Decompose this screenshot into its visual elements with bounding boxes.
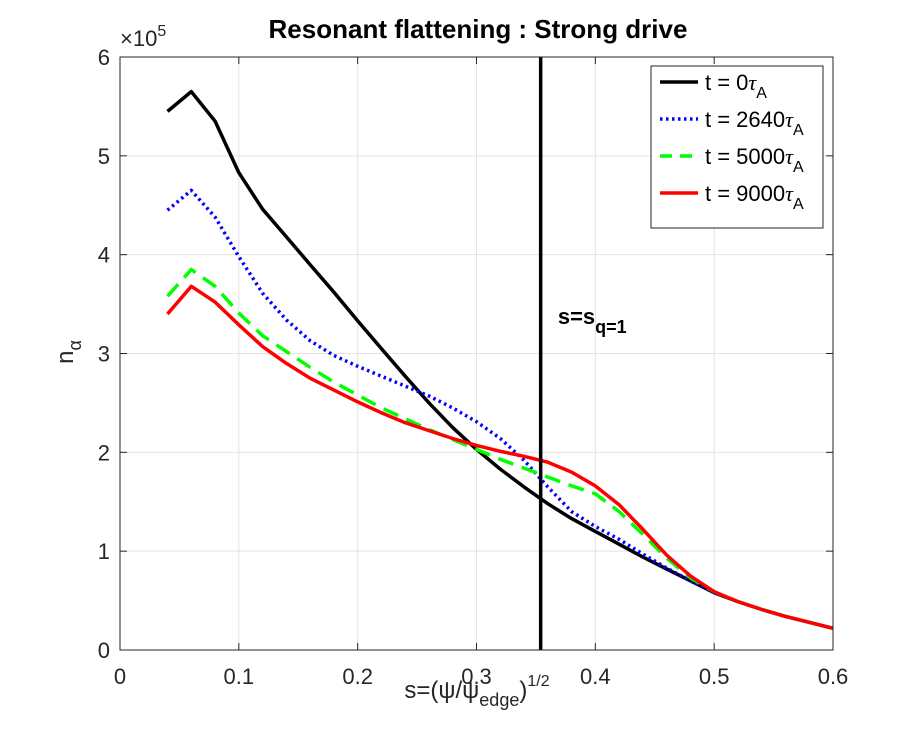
legend-label: t = 5000τA	[705, 144, 804, 176]
y-tick-label: 4	[98, 243, 110, 268]
exponent-label: ×105	[120, 23, 166, 51]
y-axis-label: nα	[52, 340, 85, 364]
series-line-3	[166, 284, 834, 630]
axes-layer	[119, 56, 834, 651]
y-tick-label: 5	[98, 144, 110, 169]
x-tick-label: 0.3	[461, 664, 492, 689]
chart-title: Resonant flattening : Strong drive	[269, 14, 688, 44]
legend-box	[650, 65, 824, 229]
x-tick-label: 0.6	[818, 664, 849, 689]
legend-label: t = 2640τA	[705, 107, 804, 139]
x-tick-label: 0.1	[224, 664, 255, 689]
y-tick-label: 2	[98, 440, 110, 465]
y-tick-label: 1	[98, 539, 110, 564]
y-tick-label: 0	[98, 638, 110, 663]
x-tick-label: 0.5	[699, 664, 730, 689]
series-layer	[166, 89, 834, 630]
legend-label: t = 0τA	[705, 70, 767, 102]
series-line-2	[166, 267, 834, 630]
legend-label: t = 9000τA	[705, 181, 804, 213]
series-line-1	[166, 188, 834, 630]
x-tick-label: 0.4	[580, 664, 611, 689]
x-tick-label: 0.2	[342, 664, 373, 689]
tick-labels: 0 0.1 0.2 0.3 0.4 0.5 0.6 0 1 2 3 4 5 6	[98, 45, 849, 689]
x-axis-label: s=(ψ/ψedge)1/2	[404, 673, 549, 710]
legend: t = 0τA t = 2640τA t = 5000τA t = 9000τA	[650, 65, 824, 229]
resonance-annotation: s=sq=1	[558, 304, 627, 337]
x-tick-label: 0	[114, 664, 126, 689]
axes-box	[119, 56, 834, 651]
y-tick-label: 6	[98, 45, 110, 70]
y-tick-label: 3	[98, 342, 110, 367]
